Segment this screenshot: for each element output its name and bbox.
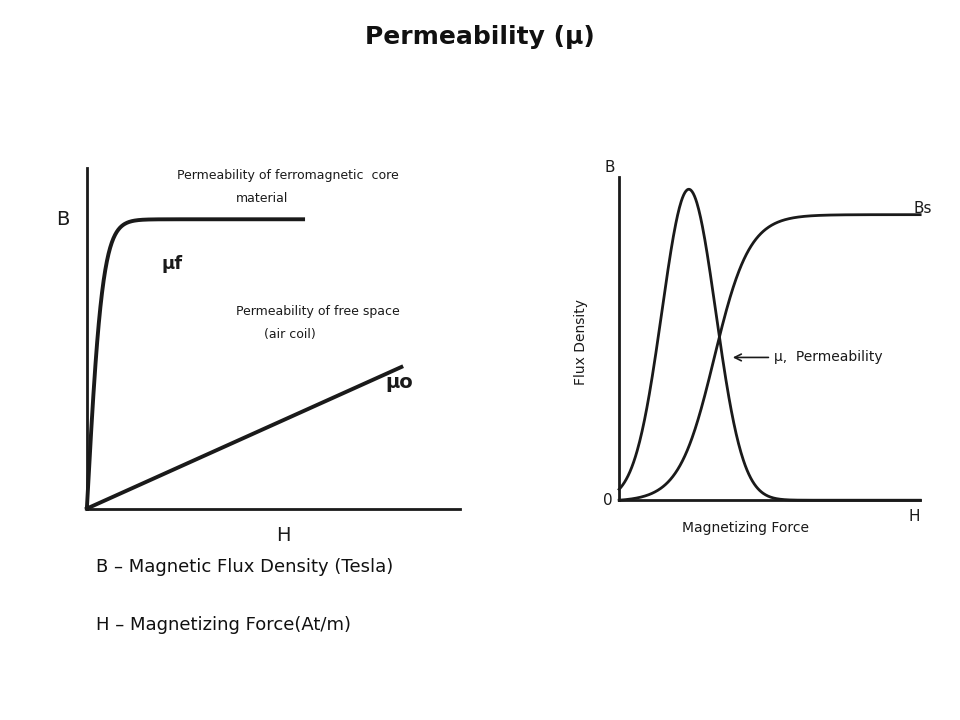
Text: μ,  Permeability: μ, Permeability (775, 351, 883, 364)
Text: Magnetizing Force: Magnetizing Force (683, 521, 809, 535)
Text: B: B (605, 160, 614, 174)
Text: μf: μf (161, 254, 182, 272)
Text: μo: μo (386, 373, 414, 392)
Text: Permeability of free space: Permeability of free space (236, 305, 400, 318)
Text: (air coil): (air coil) (264, 328, 316, 341)
Text: material: material (236, 192, 289, 205)
Text: H: H (908, 508, 920, 523)
Text: Permeability of ferromagnetic  core: Permeability of ferromagnetic core (178, 168, 399, 181)
Text: H – Magnetizing Force(At/m): H – Magnetizing Force(At/m) (96, 616, 351, 634)
Text: 0: 0 (603, 492, 612, 508)
Text: Flux Density: Flux Density (574, 299, 588, 385)
Text: Bs: Bs (914, 201, 932, 216)
Text: B – Magnetic Flux Density (Tesla): B – Magnetic Flux Density (Tesla) (96, 558, 394, 576)
Text: Permeability (μ): Permeability (μ) (365, 25, 595, 49)
Text: H: H (276, 526, 291, 545)
Text: B: B (57, 210, 70, 229)
